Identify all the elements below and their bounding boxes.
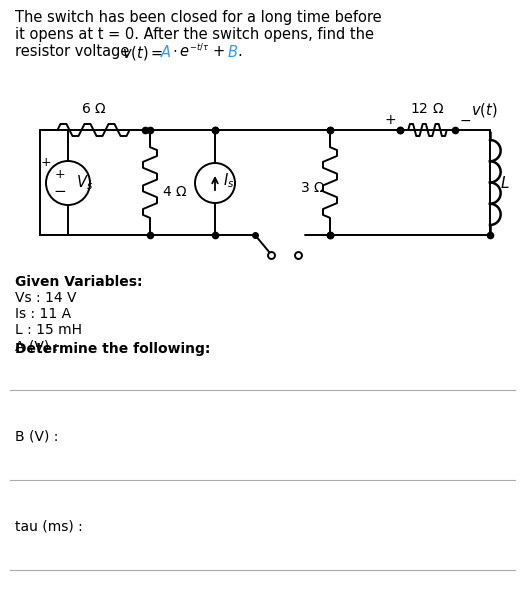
Text: $L$: $L$ [500,174,509,190]
Text: Determine the following:: Determine the following: [15,342,210,356]
Text: −: − [54,184,66,198]
Text: $v(t)$: $v(t)$ [471,101,498,119]
Text: $-$: $-$ [459,113,471,127]
Text: 12 $\Omega$: 12 $\Omega$ [410,102,445,116]
Text: $I_s$: $I_s$ [223,171,234,190]
Text: Is : 11 A: Is : 11 A [15,307,71,321]
Text: $+$: $+$ [384,113,396,127]
Text: tau (ms) :: tau (ms) : [15,520,83,534]
Text: $A$: $A$ [160,44,172,60]
Text: $B$: $B$ [227,44,238,60]
Text: L : 15 mH: L : 15 mH [15,323,82,337]
Text: $v(t) = $: $v(t) = $ [122,44,163,62]
Text: +: + [41,157,51,170]
Text: 6 $\Omega$: 6 $\Omega$ [81,102,106,116]
Text: $V_s$: $V_s$ [76,174,93,192]
Text: Given Variables:: Given Variables: [15,275,143,289]
Text: +: + [55,168,65,182]
Text: it opens at t = 0. After the switch opens, find the: it opens at t = 0. After the switch open… [15,27,374,42]
Text: B (V) :: B (V) : [15,430,58,444]
Text: resistor voltage: resistor voltage [15,44,134,59]
Text: Vs : 14 V: Vs : 14 V [15,291,76,305]
Text: 3 $\Omega$: 3 $\Omega$ [299,181,325,195]
Text: $\cdot\,e$: $\cdot\,e$ [172,44,189,59]
Text: 4 $\Omega$: 4 $\Omega$ [162,185,188,199]
Text: $+\,$: $+\,$ [212,44,225,59]
Text: The switch has been closed for a long time before: The switch has been closed for a long ti… [15,10,382,25]
Text: A (V) :: A (V) : [15,340,58,354]
Text: $.$: $.$ [237,44,242,59]
Text: $^{-t/\tau}$: $^{-t/\tau}$ [189,44,209,57]
